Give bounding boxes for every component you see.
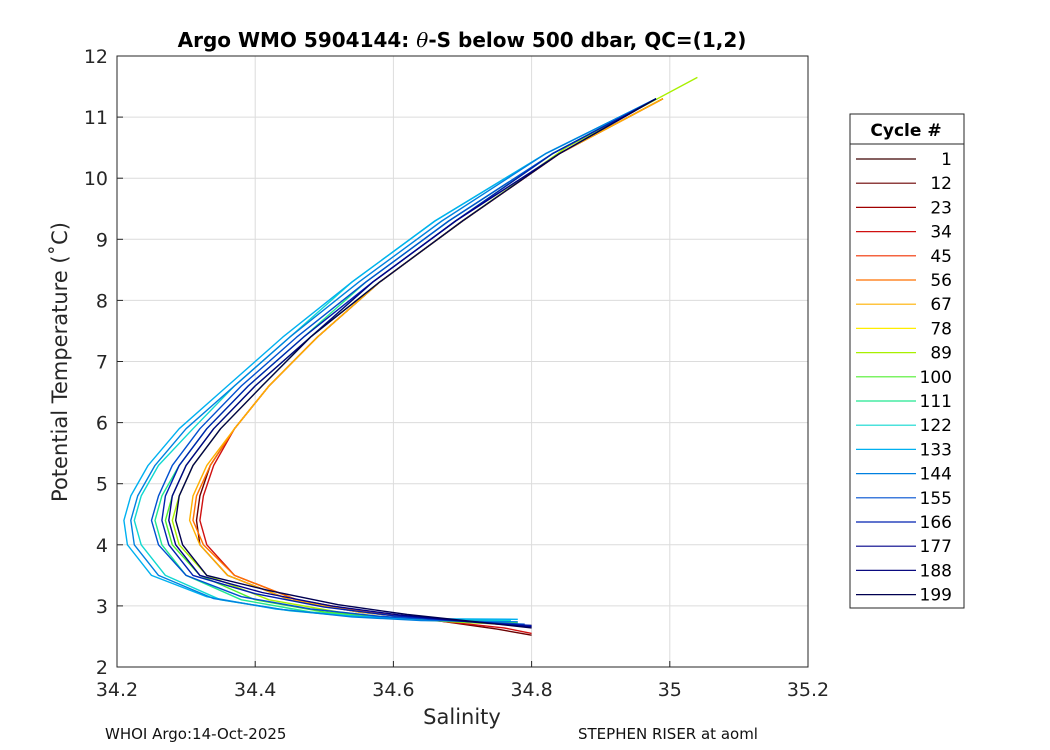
- legend-entry-label: 122: [920, 416, 952, 436]
- x-tick-label: 35.2: [787, 679, 829, 701]
- y-tick-label: 4: [96, 535, 108, 557]
- legend-entry-label: 144: [920, 465, 952, 485]
- footer-credit-right: STEPHEN RISER at aoml: [578, 725, 758, 743]
- legend-entry-label: 78: [930, 319, 952, 339]
- legend-entry-label: 155: [920, 489, 952, 509]
- legend-title: Cycle #: [870, 121, 941, 141]
- legend-entry-label: 177: [920, 537, 952, 557]
- series-line-6: [154, 98, 657, 623]
- legend-entry-label: 1: [941, 150, 952, 170]
- legend-entry-label: 12: [930, 174, 952, 194]
- legend-entry-label: 111: [920, 392, 952, 412]
- series-line-12: [168, 98, 657, 628]
- series-line-1: [199, 98, 664, 635]
- title-theta: θ: [416, 28, 428, 52]
- grid: [116, 55, 809, 668]
- y-tick-label: 5: [96, 474, 108, 496]
- series-group: [123, 76, 698, 636]
- legend-entry-label: 67: [930, 295, 952, 315]
- legend-entry-label: 89: [930, 344, 952, 364]
- series-line-9: [130, 98, 657, 623]
- x-axis-label: Salinity: [423, 705, 501, 729]
- legend-box: [849, 113, 965, 609]
- legend-entry-label: 45: [930, 247, 952, 267]
- y-tick-label: 2: [96, 657, 108, 679]
- legend-entry-label: 199: [920, 586, 952, 606]
- legend: Cycle # 1 12 23 34 45 56 67 78 89 100 111 122 133 144…: [849, 113, 965, 609]
- y-tick-label: 12: [84, 46, 108, 68]
- series-line-4: [171, 76, 698, 625]
- axis-ticks: 34.2 34.4 34.6 34.8 35 35.2 2 3 4 5 6 7 8 9 10 11 12: [84, 46, 829, 701]
- y-tick-label: 3: [96, 596, 108, 618]
- y-tick-label: 9: [96, 229, 108, 251]
- legend-entry-label: 133: [920, 440, 952, 460]
- x-tick-label: 35: [658, 679, 682, 701]
- x-tick-label: 34.2: [96, 679, 138, 701]
- legend-entry-label: 100: [920, 368, 952, 388]
- series-line-7: [133, 98, 657, 622]
- legend-entry-label: 23: [930, 198, 952, 218]
- series-line-8: [123, 98, 657, 620]
- x-tick-label: 34.8: [510, 679, 552, 701]
- y-tick-label: 6: [96, 413, 108, 435]
- series-line-0: [195, 98, 664, 636]
- y-tick-label: 7: [96, 352, 108, 374]
- y-tick-label: 8: [96, 290, 108, 312]
- x-tick-label: 34.4: [234, 679, 276, 701]
- legend-entries: 1 12 23 34 45 56 67 78 89 100 111 122 133 144 155 166 17…: [856, 150, 952, 606]
- footer-credit-left: WHOI Argo:14-Oct-2025: [105, 725, 287, 743]
- legend-entry-label: 188: [920, 561, 952, 581]
- series-line-10: [150, 98, 657, 625]
- x-tick-label: 34.6: [372, 679, 414, 701]
- y-axis-label: Potential Temperature (˚C): [48, 222, 72, 502]
- y-tick-label: 10: [84, 168, 108, 190]
- legend-entry-label: 34: [930, 223, 952, 243]
- chart-title: Argo WMO 5904144: θ-S below 500 dbar, QC…: [178, 28, 747, 52]
- legend-entry-label: 166: [920, 513, 952, 533]
- y-tick-label: 11: [84, 107, 108, 129]
- legend-entry-label: 56: [930, 271, 952, 291]
- series-line-13: [174, 98, 657, 629]
